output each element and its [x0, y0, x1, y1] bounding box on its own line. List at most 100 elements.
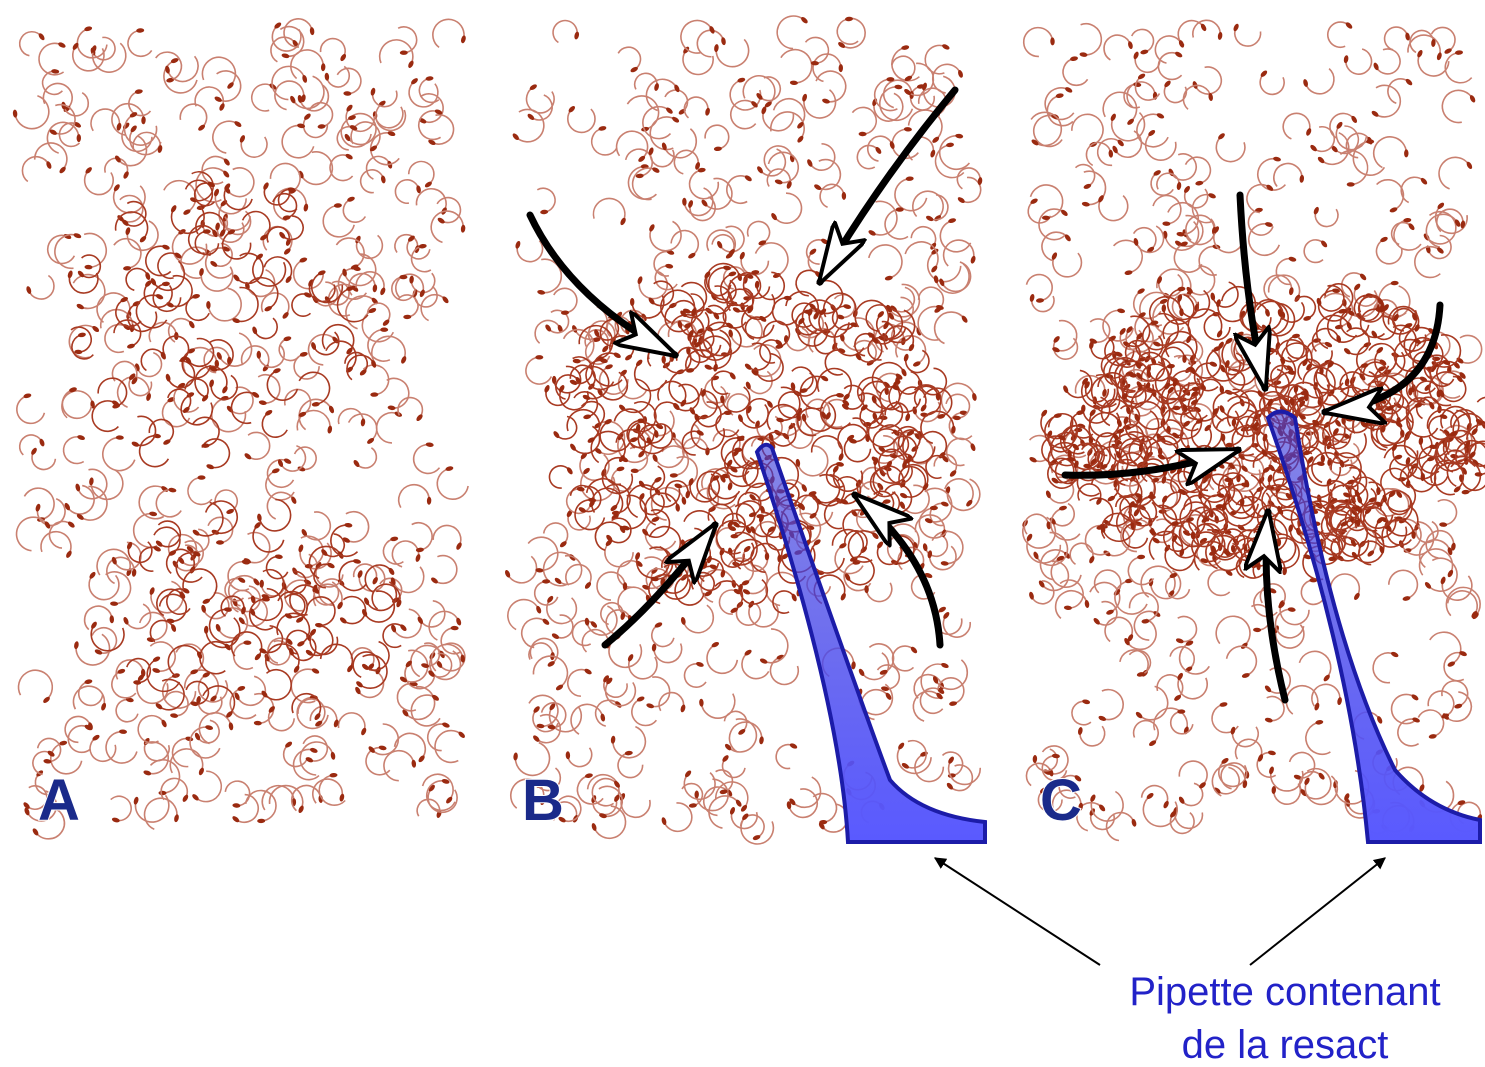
sperm-head	[149, 587, 156, 596]
sperm-tail	[619, 373, 647, 399]
sperm-head	[930, 149, 937, 158]
sperm-tail	[599, 786, 622, 816]
sperm-tail	[1439, 157, 1469, 189]
sperm-tail	[731, 100, 756, 128]
sperm-tail	[19, 670, 53, 700]
sperm-tail	[198, 697, 221, 714]
sperm-tail	[727, 176, 749, 203]
sperm-tail	[618, 753, 643, 778]
sperm-head	[1273, 156, 1282, 162]
sperm-tail	[291, 50, 323, 79]
sperm-tail	[234, 643, 253, 669]
sperm-head	[113, 183, 121, 192]
sperm-tail	[125, 115, 157, 145]
sperm-tail	[1091, 792, 1123, 822]
sperm-tail	[712, 371, 733, 394]
sperm-tail	[1314, 127, 1335, 152]
sperm-head	[324, 73, 329, 81]
sperm-tail	[343, 199, 365, 222]
sperm-tail	[716, 413, 739, 437]
sperm-head	[1288, 287, 1294, 296]
sperm-head	[152, 667, 161, 674]
sperm-head	[899, 492, 908, 499]
sperm-head	[334, 203, 342, 208]
sperm-head	[281, 311, 290, 320]
sperm-head	[427, 497, 432, 505]
sperm-tail	[156, 490, 181, 517]
sperm-head	[158, 791, 166, 796]
sperm-tail	[373, 91, 397, 107]
sperm-tail	[1235, 28, 1261, 47]
sperm-head	[161, 244, 170, 251]
sperm-tail	[1418, 54, 1449, 76]
sperm-head	[88, 571, 96, 580]
sperm-tail	[1178, 617, 1197, 642]
sperm-head	[840, 592, 847, 601]
sperm-head	[594, 447, 603, 455]
sperm-head	[344, 523, 352, 528]
sperm-head	[551, 632, 560, 640]
sperm-tail	[310, 706, 336, 723]
sperm-head	[1079, 52, 1088, 58]
sperm-tail	[267, 227, 289, 243]
sperm-head	[634, 552, 641, 561]
sperm-tail	[544, 523, 568, 544]
sperm-head	[445, 466, 454, 472]
sperm-tail	[600, 422, 631, 451]
sperm-head	[727, 482, 733, 491]
sperm-tail	[1134, 228, 1156, 250]
sperm-tail	[776, 745, 793, 769]
sperm-head	[136, 28, 144, 33]
sperm-head	[930, 265, 938, 274]
sperm-tail	[85, 170, 114, 194]
sperm-tail	[303, 736, 327, 761]
sperm-head	[267, 705, 276, 714]
sperm-tail	[940, 221, 970, 252]
sperm-head	[1162, 800, 1170, 809]
sperm-tail	[72, 335, 93, 359]
sperm-head	[1216, 329, 1224, 338]
sperm-head	[1064, 86, 1073, 94]
sperm-tail	[284, 19, 312, 47]
sperm-head	[904, 413, 911, 422]
sperm-tail	[429, 611, 459, 640]
sperm-tail	[816, 71, 846, 102]
sperm-tail	[105, 325, 127, 353]
sperm-tail	[632, 295, 664, 318]
sperm-head	[231, 815, 240, 823]
sperm-tail	[651, 150, 674, 167]
sperm-head	[201, 604, 207, 613]
sperm-head	[1371, 110, 1380, 118]
sperm-head	[838, 452, 845, 461]
sperm-head	[904, 127, 912, 132]
sperm-head	[1209, 361, 1218, 368]
sperm-tail	[748, 221, 770, 242]
sperm-head	[77, 134, 82, 142]
sperm-head	[1088, 555, 1095, 564]
sperm-tail	[683, 605, 713, 633]
sperm-tail	[67, 486, 94, 514]
sperm-head	[1131, 818, 1137, 827]
sperm-tail	[868, 136, 892, 161]
sperm-head	[721, 754, 730, 763]
sperm-tail	[1283, 113, 1310, 139]
sperm-head	[35, 503, 41, 512]
sperm-tail	[1274, 784, 1301, 805]
panel-label: B	[522, 768, 564, 833]
sperm-head	[651, 166, 660, 174]
sperm-tail	[1319, 286, 1344, 311]
sperm-tail	[684, 188, 712, 215]
sperm-tail	[1444, 653, 1464, 681]
sperm-tail	[262, 413, 287, 437]
sperm-head	[380, 175, 386, 184]
sperm-head	[610, 735, 615, 743]
sperm-head	[600, 468, 607, 477]
sperm-head	[411, 759, 416, 767]
sperm-head	[51, 69, 59, 74]
sperm-head	[330, 751, 336, 760]
sperm-tail	[593, 353, 622, 386]
sperm-head	[1217, 32, 1223, 41]
sperm-tail	[558, 556, 582, 585]
sperm-tail	[571, 704, 603, 734]
sperm-head	[1299, 175, 1304, 183]
